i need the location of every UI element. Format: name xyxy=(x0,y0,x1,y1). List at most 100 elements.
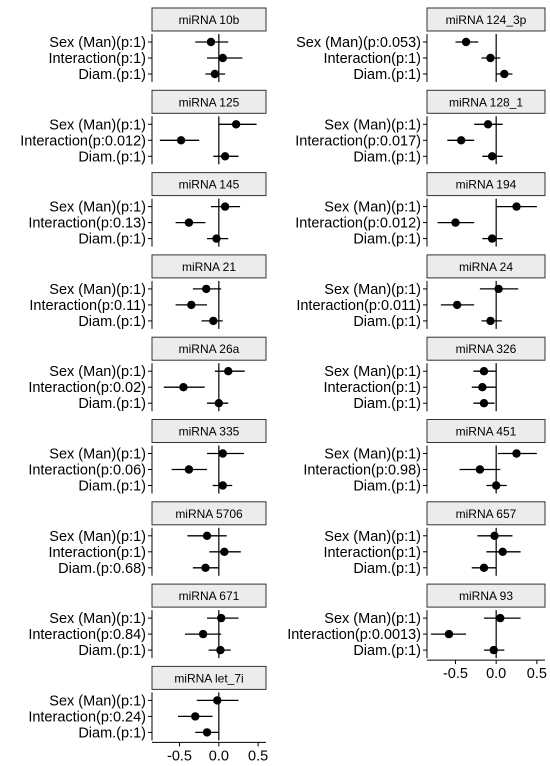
row-label: Diam.(p:1) xyxy=(78,479,146,495)
x-tick-label: 0.5 xyxy=(248,748,268,764)
estimate-point xyxy=(202,531,212,540)
panel-strip xyxy=(426,501,546,526)
estimate-point xyxy=(483,120,493,129)
estimate-point xyxy=(224,367,233,376)
estimate-point xyxy=(216,613,226,623)
estimate-point xyxy=(176,136,186,145)
panel-strip xyxy=(426,7,546,32)
panel-title-mirna-326: miRNA 326 xyxy=(456,342,517,356)
row-label: Diam.(p:1) xyxy=(353,561,421,577)
estimate-point xyxy=(444,629,454,639)
panel-title-mirna-5706: miRNA 5706 xyxy=(175,507,243,521)
row-label: Sex (Man)(p:1) xyxy=(49,447,146,463)
estimate-point xyxy=(475,465,485,474)
estimate-point xyxy=(209,316,218,326)
estimate-point xyxy=(478,383,487,392)
estimate-point xyxy=(214,399,224,408)
estimate-point xyxy=(213,696,222,705)
row-label: Diam.(p:1) xyxy=(353,643,421,659)
row-label: Interaction(p:0.02) xyxy=(28,380,146,396)
panel-title-mirna-24: miRNA 24 xyxy=(459,260,513,274)
panel-strip xyxy=(151,665,267,690)
estimate-point xyxy=(494,284,503,294)
estimate-point xyxy=(479,399,489,408)
row-label: Sex (Man)(p:1) xyxy=(49,282,146,298)
row-label: Diam.(p:1) xyxy=(353,479,421,495)
estimate-point xyxy=(212,234,221,243)
row-label: Interaction(p:0.0013) xyxy=(287,627,421,643)
estimate-point xyxy=(210,69,220,79)
estimate-point xyxy=(179,383,188,392)
estimate-point xyxy=(184,218,194,227)
panel-strip xyxy=(151,336,267,361)
panel-strip xyxy=(151,419,267,443)
estimate-point xyxy=(486,316,495,326)
row-label: Diam.(p:1) xyxy=(78,396,146,412)
panel-title-mirna-657: miRNA 657 xyxy=(456,507,517,521)
row-label: Sex (Man)(p:1) xyxy=(324,447,421,463)
panel-title-mirna-451: miRNA 451 xyxy=(456,425,517,439)
estimate-point xyxy=(491,481,501,490)
estimate-point xyxy=(487,234,497,243)
row-label: Sex (Man)(p:1) xyxy=(49,611,146,627)
panel-strip xyxy=(426,336,546,361)
row-label: Diam.(p:1) xyxy=(353,149,421,165)
row-label: Diam.(p:1) xyxy=(78,232,146,248)
estimate-point xyxy=(461,37,471,47)
x-tick-label: -0.5 xyxy=(443,666,468,682)
panel-title-mirna-let_7i: miRNA let_7i xyxy=(174,671,243,685)
row-label: Sex (Man)(p:1) xyxy=(49,200,146,216)
panel-strip xyxy=(151,583,267,608)
row-label: Sex (Man)(p:1) xyxy=(324,282,421,298)
row-label: Diam.(p:1) xyxy=(78,314,146,330)
panel-title-mirna-128_1: miRNA 128_1 xyxy=(449,95,523,109)
estimate-point xyxy=(487,152,497,161)
row-label: Diam.(p:1) xyxy=(78,67,146,83)
estimate-point xyxy=(202,284,211,294)
estimate-point xyxy=(187,300,196,310)
estimate-point xyxy=(218,449,227,458)
row-label: Sex (Man)(p:1) xyxy=(49,529,146,545)
estimate-point xyxy=(512,202,521,211)
row-label: Sex (Man)(p:1) xyxy=(324,529,421,545)
row-label: Diam.(p:1) xyxy=(353,314,421,330)
panel-strip xyxy=(426,172,546,197)
x-tick-label: 0.0 xyxy=(209,748,229,764)
row-label: Interaction(p:0.24) xyxy=(28,709,146,725)
estimate-point xyxy=(220,547,229,556)
panel-strip xyxy=(426,419,546,443)
row-label: Diam.(p:0.68) xyxy=(58,561,146,577)
panel-title-mirna-194: miRNA 194 xyxy=(456,178,517,192)
row-label: Interaction(p:1) xyxy=(323,51,421,67)
estimate-point xyxy=(198,629,208,639)
x-tick-label: -0.5 xyxy=(167,748,192,764)
estimate-point xyxy=(184,465,194,474)
panel-strip xyxy=(151,7,267,32)
estimate-point xyxy=(220,152,230,161)
estimate-point xyxy=(191,712,200,721)
row-label: Interaction(p:0.98) xyxy=(303,463,421,479)
panel-title-mirna-10b: miRNA 10b xyxy=(179,13,240,27)
row-label: Diam.(p:1) xyxy=(78,643,146,659)
estimate-point xyxy=(490,531,499,540)
panel-title-mirna-335: miRNA 335 xyxy=(179,425,240,439)
panel-strip xyxy=(151,172,267,197)
panel-title-mirna-21: miRNA 21 xyxy=(182,260,236,274)
x-tick-label: 0.0 xyxy=(486,666,506,682)
panel-strip xyxy=(151,501,267,526)
estimate-point xyxy=(201,563,210,572)
row-label: Interaction(p:0.011) xyxy=(296,298,421,314)
row-label: Interaction(p:1) xyxy=(48,51,146,67)
panel-strip xyxy=(426,583,546,608)
estimate-point xyxy=(218,481,227,490)
row-label: Interaction(p:0.017) xyxy=(295,133,421,149)
estimate-point xyxy=(206,37,216,47)
panel-strip xyxy=(426,254,546,279)
row-label: Interaction(p:0.11) xyxy=(29,298,146,314)
estimate-point xyxy=(486,53,495,63)
row-label: Sex (Man)(p:1) xyxy=(49,117,146,133)
row-label: Interaction(p:0.84) xyxy=(28,627,146,643)
estimate-point xyxy=(498,547,507,556)
row-label: Interaction(p:1) xyxy=(48,545,146,561)
x-tick-label: 0.5 xyxy=(527,666,547,682)
